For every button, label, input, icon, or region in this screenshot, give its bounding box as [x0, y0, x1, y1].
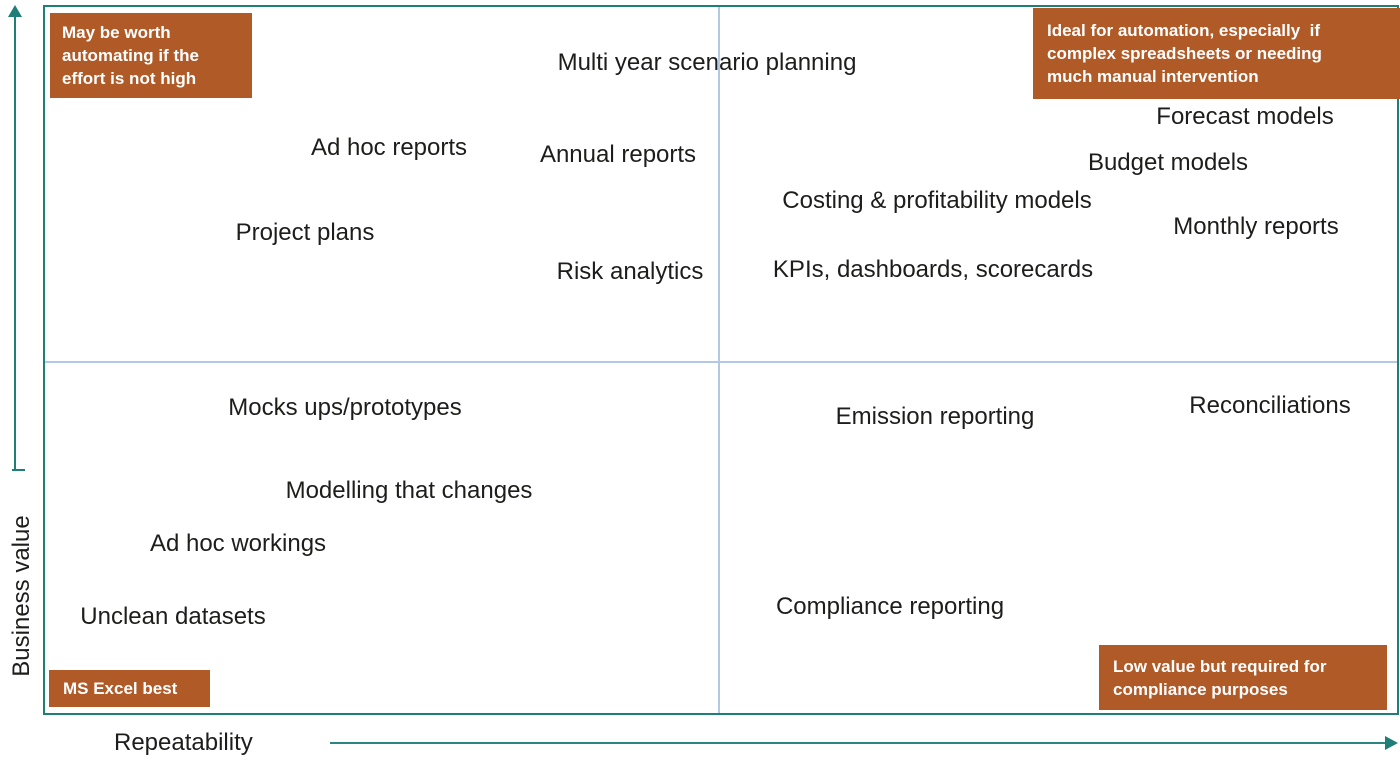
callout-bottom-right: Low value but required for compliance pu…	[1099, 645, 1387, 710]
y-axis-arrow-up-icon	[8, 5, 22, 17]
callout-top-left: May be worth automating if the effort is…	[50, 13, 252, 98]
x-axis-label: Repeatability	[114, 729, 253, 756]
label-risk-analytics: Risk analytics	[556, 258, 704, 285]
label-forecast-models: Forecast models	[1156, 103, 1334, 130]
callout-line: automating if the	[62, 46, 199, 65]
label-compliance-reporting: Compliance reporting	[775, 593, 1005, 620]
y-axis-line	[14, 16, 16, 470]
label-ad-hoc-reports: Ad hoc reports	[310, 134, 468, 161]
label-kpis-dashboards-scorecards: KPIs, dashboards, scorecards	[772, 256, 1094, 283]
label-multi-year-scenario-planning: Multi year scenario planning	[557, 49, 857, 76]
callout-line: May be worth	[62, 23, 171, 42]
x-axis-arrow-right-icon	[1385, 736, 1398, 750]
label-mocks-ups-prototypes: Mocks ups/prototypes	[228, 394, 462, 421]
callout-bottom-left: MS Excel best	[49, 670, 210, 707]
callout-top-right: Ideal for automation, especially if comp…	[1033, 8, 1400, 99]
label-project-plans: Project plans	[235, 219, 375, 246]
label-annual-reports: Annual reports	[539, 141, 697, 168]
callout-line: complex spreadsheets or needing	[1047, 44, 1322, 63]
label-reconciliations: Reconciliations	[1189, 392, 1351, 419]
callout-line: Ideal for automation, especially if	[1047, 21, 1321, 40]
label-ad-hoc-workings: Ad hoc workings	[149, 530, 327, 557]
callout-line: Low value but required for	[1113, 656, 1327, 676]
callout-line: much manual intervention	[1047, 67, 1259, 86]
label-monthly-reports: Monthly reports	[1173, 213, 1339, 240]
x-axis-line	[330, 742, 1386, 744]
label-unclean-datasets: Unclean datasets	[80, 603, 266, 630]
matrix-frame	[43, 5, 1399, 715]
horizontal-divider	[45, 361, 1397, 363]
callout-line: MS Excel best	[63, 679, 178, 698]
label-modelling-that-changes: Modelling that changes	[285, 477, 533, 504]
callout-line: effort is not high	[62, 69, 197, 88]
label-costing-profitability-models: Costing & profitability models	[782, 187, 1092, 214]
y-axis-label: Business value	[8, 515, 35, 677]
label-emission-reporting: Emission reporting	[835, 403, 1035, 430]
y-axis-tick	[12, 469, 25, 471]
label-budget-models: Budget models	[1087, 149, 1249, 176]
callout-line: compliance purposes	[1113, 679, 1288, 699]
vertical-divider	[718, 7, 720, 713]
